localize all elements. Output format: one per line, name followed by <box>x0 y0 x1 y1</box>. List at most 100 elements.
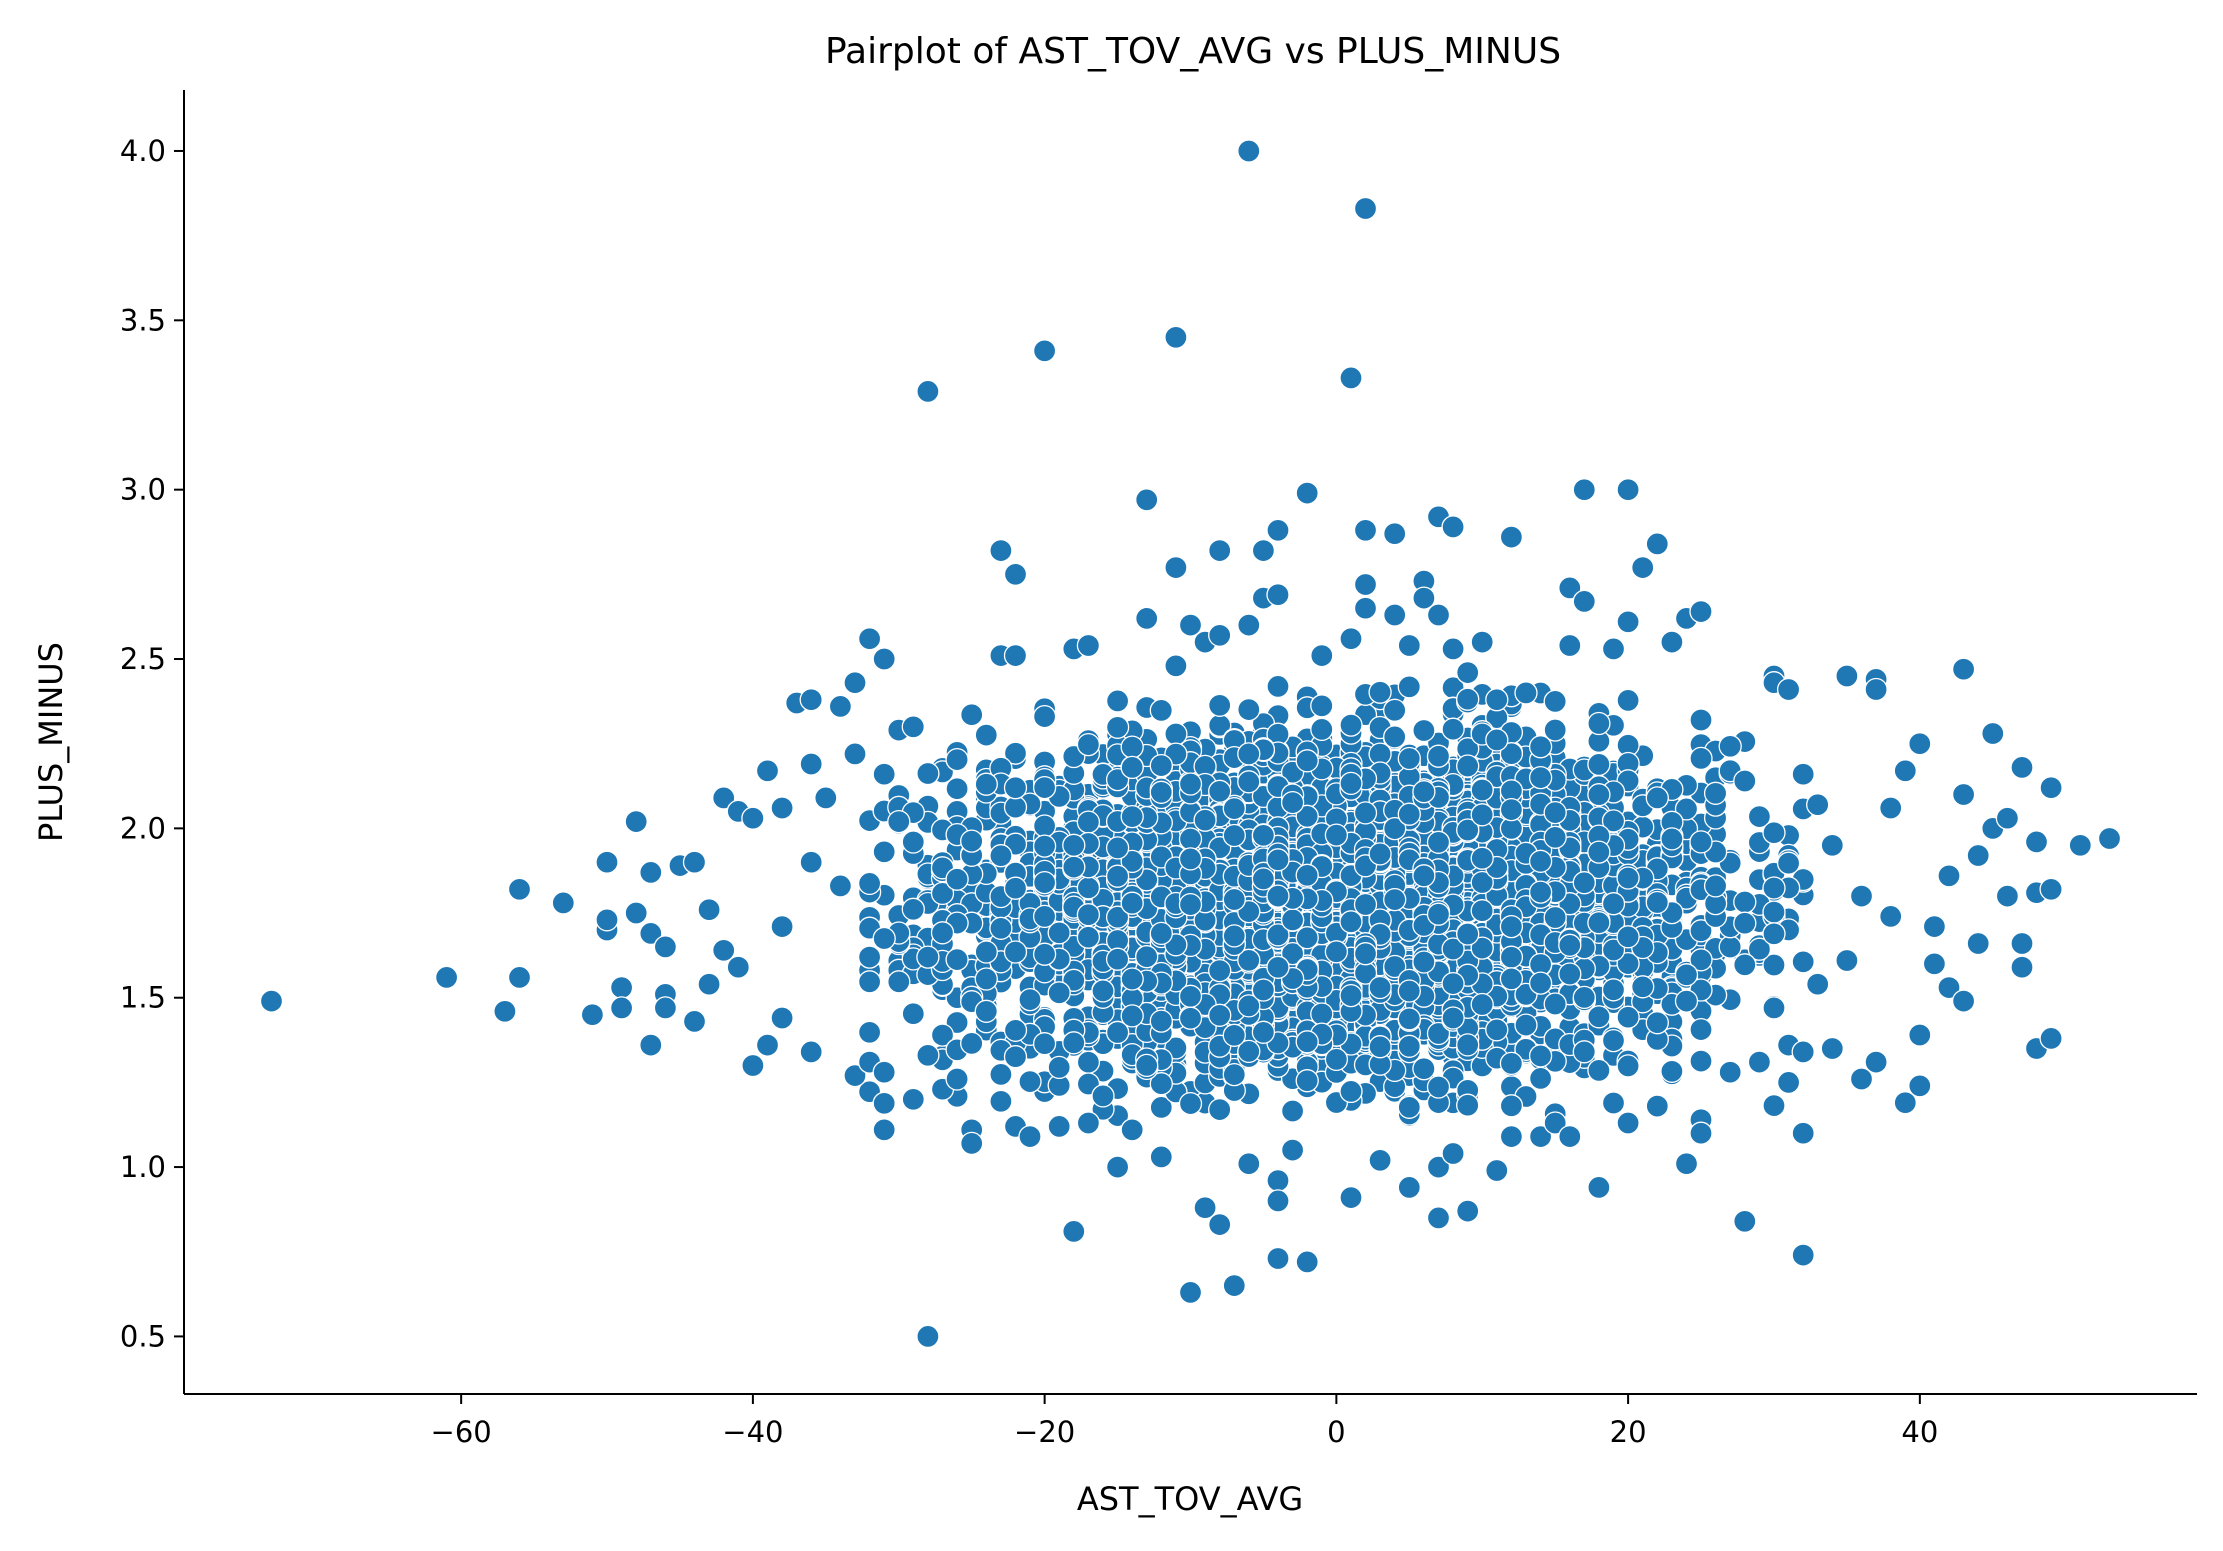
data-point <box>1528 880 1553 904</box>
data-point <box>1105 1155 1130 1179</box>
data-point <box>916 379 940 404</box>
data-point <box>1295 1069 1319 1093</box>
data-point <box>916 761 940 786</box>
data-point <box>1470 630 1494 654</box>
data-point <box>872 1060 896 1084</box>
data-point <box>1383 603 1407 627</box>
data-point <box>1689 919 1713 943</box>
data-point <box>1003 643 1028 668</box>
y-tick-label: 4.0 <box>120 134 166 168</box>
data-point <box>843 671 867 695</box>
data-point <box>1368 1035 1392 1059</box>
data-point <box>1645 786 1669 810</box>
data-point <box>974 940 998 964</box>
data-point <box>712 938 736 962</box>
data-point <box>682 850 707 874</box>
data-point <box>1776 677 1801 702</box>
data-point <box>1266 583 1290 607</box>
data-point <box>1558 1124 1582 1149</box>
data-point <box>1572 871 1596 895</box>
data-point <box>1674 963 1699 987</box>
data-point <box>989 844 1013 868</box>
data-point <box>595 908 619 932</box>
data-point <box>1032 870 1057 895</box>
data-point <box>1674 797 1699 821</box>
data-point <box>799 688 823 712</box>
data-point <box>1295 1030 1319 1054</box>
data-point <box>1266 1246 1290 1271</box>
data-point <box>1470 899 1494 923</box>
x-axis-ticks: −60 −40 −20 0 20 40 <box>431 1394 1938 1449</box>
data-point <box>2039 1026 2063 1051</box>
data-point <box>960 703 984 727</box>
data-point <box>653 935 678 959</box>
data-point <box>887 970 911 994</box>
x-axis-label: AST_TOV_AVG <box>1077 1480 1303 1518</box>
data-point <box>1397 1175 1421 1200</box>
data-point <box>1981 721 2005 746</box>
data-point <box>1237 948 1261 972</box>
data-point <box>1864 1050 1888 1074</box>
data-point <box>857 871 882 896</box>
data-point <box>1397 633 1421 658</box>
data-point <box>639 921 663 946</box>
data-point <box>1499 914 1524 939</box>
data-point <box>1616 610 1640 634</box>
data-point <box>1076 1050 1101 1074</box>
data-point <box>1514 681 1538 705</box>
data-point <box>1616 688 1640 713</box>
data-point <box>1820 833 1844 857</box>
data-point <box>1295 1250 1319 1274</box>
data-point <box>1280 1099 1305 1123</box>
data-point <box>1703 874 1728 898</box>
data-point <box>1310 717 1334 742</box>
data-point <box>1951 657 1976 681</box>
data-point <box>1412 1057 1436 1081</box>
data-point <box>1456 1033 1480 1057</box>
data-point <box>1572 589 1596 614</box>
data-point <box>1032 775 1057 800</box>
data-point <box>1397 802 1421 826</box>
data-point <box>872 840 896 864</box>
data-point <box>1689 948 1713 972</box>
data-point <box>1485 1018 1509 1042</box>
data-point <box>1383 698 1407 722</box>
data-point <box>1003 776 1028 800</box>
data-point <box>1601 1091 1626 1115</box>
data-point <box>1762 1093 1786 1118</box>
data-point <box>712 786 736 810</box>
data-point <box>1543 718 1567 742</box>
data-point <box>1966 931 1990 956</box>
data-point <box>1237 770 1261 794</box>
data-point <box>1076 1111 1101 1135</box>
data-point <box>653 996 678 1020</box>
data-point <box>1149 1072 1173 1096</box>
data-point <box>1339 366 1363 390</box>
data-point <box>799 850 823 874</box>
data-point <box>1456 1199 1480 1223</box>
data-point <box>1660 630 1684 654</box>
data-point <box>1470 846 1494 870</box>
data-point <box>1879 904 1903 929</box>
data-point <box>1587 1175 1611 1200</box>
data-point <box>1674 989 1699 1013</box>
data-point <box>1295 926 1319 950</box>
data-point <box>1208 623 1232 647</box>
data-point <box>1762 922 1786 946</box>
data-point <box>1105 864 1130 888</box>
data-point <box>434 965 459 990</box>
data-point <box>1470 803 1494 827</box>
data-point <box>1310 694 1334 718</box>
data-point <box>1135 1053 1159 1078</box>
data-point <box>1456 660 1480 685</box>
data-point <box>1222 924 1246 948</box>
data-point <box>697 898 721 922</box>
data-point <box>1237 1152 1261 1176</box>
data-point <box>1864 677 1888 702</box>
data-point <box>945 747 969 772</box>
data-point <box>945 777 969 801</box>
x-tick-label: −20 <box>1014 1415 1075 1449</box>
data-point <box>1762 821 1786 845</box>
data-point <box>1937 975 1961 1000</box>
data-point <box>1368 975 1392 1000</box>
